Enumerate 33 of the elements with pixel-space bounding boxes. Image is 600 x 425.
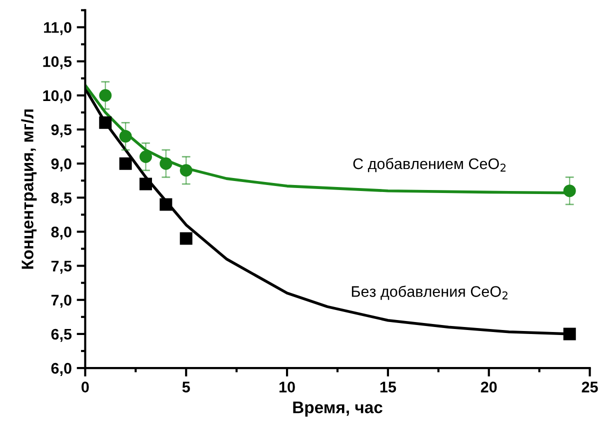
y-axis-title: Концентрация, мг/л — [21, 109, 37, 269]
point — [99, 116, 112, 129]
y-tick-label: 8,5 — [51, 192, 72, 206]
point — [180, 164, 192, 177]
point — [140, 150, 152, 163]
x-tick-label: 20 — [480, 382, 497, 392]
y-tick-label: 10,0 — [43, 90, 72, 104]
point — [160, 198, 172, 211]
point — [140, 178, 152, 190]
point — [563, 184, 576, 198]
x-tick-label: 5 — [182, 382, 190, 392]
annotation: Без добавления CeO$_{2}$ — [352, 286, 508, 300]
x-tick-label: 15 — [380, 382, 396, 392]
y-tick-label: 9,5 — [51, 124, 72, 138]
point — [563, 328, 576, 340]
y-tick-label: 9,0 — [51, 158, 72, 172]
x-axis-title: Время, час — [293, 402, 382, 417]
point — [180, 232, 192, 245]
y-tick-label: 6,0 — [51, 362, 72, 376]
point — [160, 157, 172, 170]
y-tick-label: 11,0 — [44, 22, 72, 36]
point — [119, 157, 132, 170]
y-tick-label: 7,0 — [51, 294, 72, 308]
point — [119, 130, 132, 143]
y-tick-label: 7,5 — [51, 260, 72, 274]
point — [99, 89, 112, 102]
y-tick-label: 10,5 — [43, 56, 72, 70]
annotation: С добавлением CeO$_{2}$ — [353, 158, 506, 172]
x-tick-label: 0 — [82, 382, 89, 392]
x-tick-label: 10 — [280, 382, 295, 392]
x-tick-label: 25 — [582, 382, 598, 392]
y-tick-label: 6,5 — [51, 328, 72, 342]
y-tick-label: 8,0 — [51, 226, 72, 240]
